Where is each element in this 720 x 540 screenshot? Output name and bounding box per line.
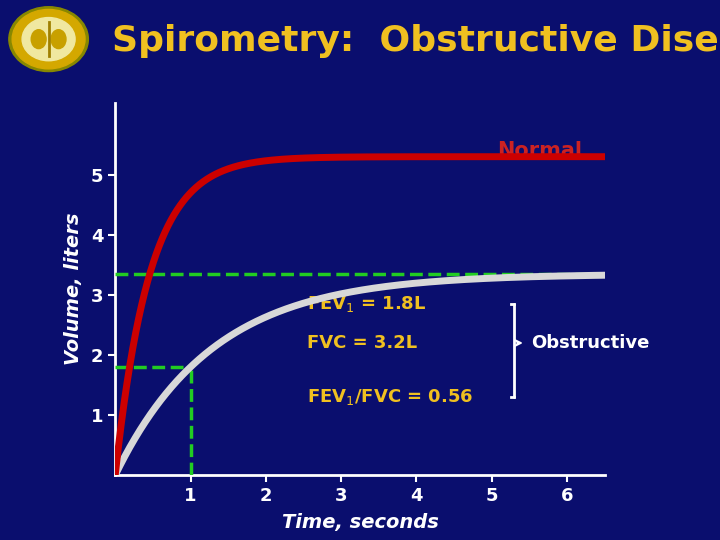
Text: Normal: Normal	[498, 141, 582, 161]
Circle shape	[9, 6, 89, 71]
Y-axis label: Volume, liters: Volume, liters	[63, 213, 83, 365]
Circle shape	[12, 9, 85, 69]
Text: Spirometry:  Obstructive Disease: Spirometry: Obstructive Disease	[112, 24, 720, 58]
Text: FEV$_1$/FVC = 0.56: FEV$_1$/FVC = 0.56	[307, 387, 474, 407]
Text: FEV$_1$ = 1.8L: FEV$_1$ = 1.8L	[307, 294, 426, 314]
Text: Obstructive: Obstructive	[531, 334, 649, 352]
Ellipse shape	[51, 30, 66, 49]
Text: FVC = 3.2L: FVC = 3.2L	[307, 334, 418, 352]
X-axis label: Time, seconds: Time, seconds	[282, 514, 438, 532]
Circle shape	[22, 17, 75, 60]
Ellipse shape	[31, 30, 46, 49]
